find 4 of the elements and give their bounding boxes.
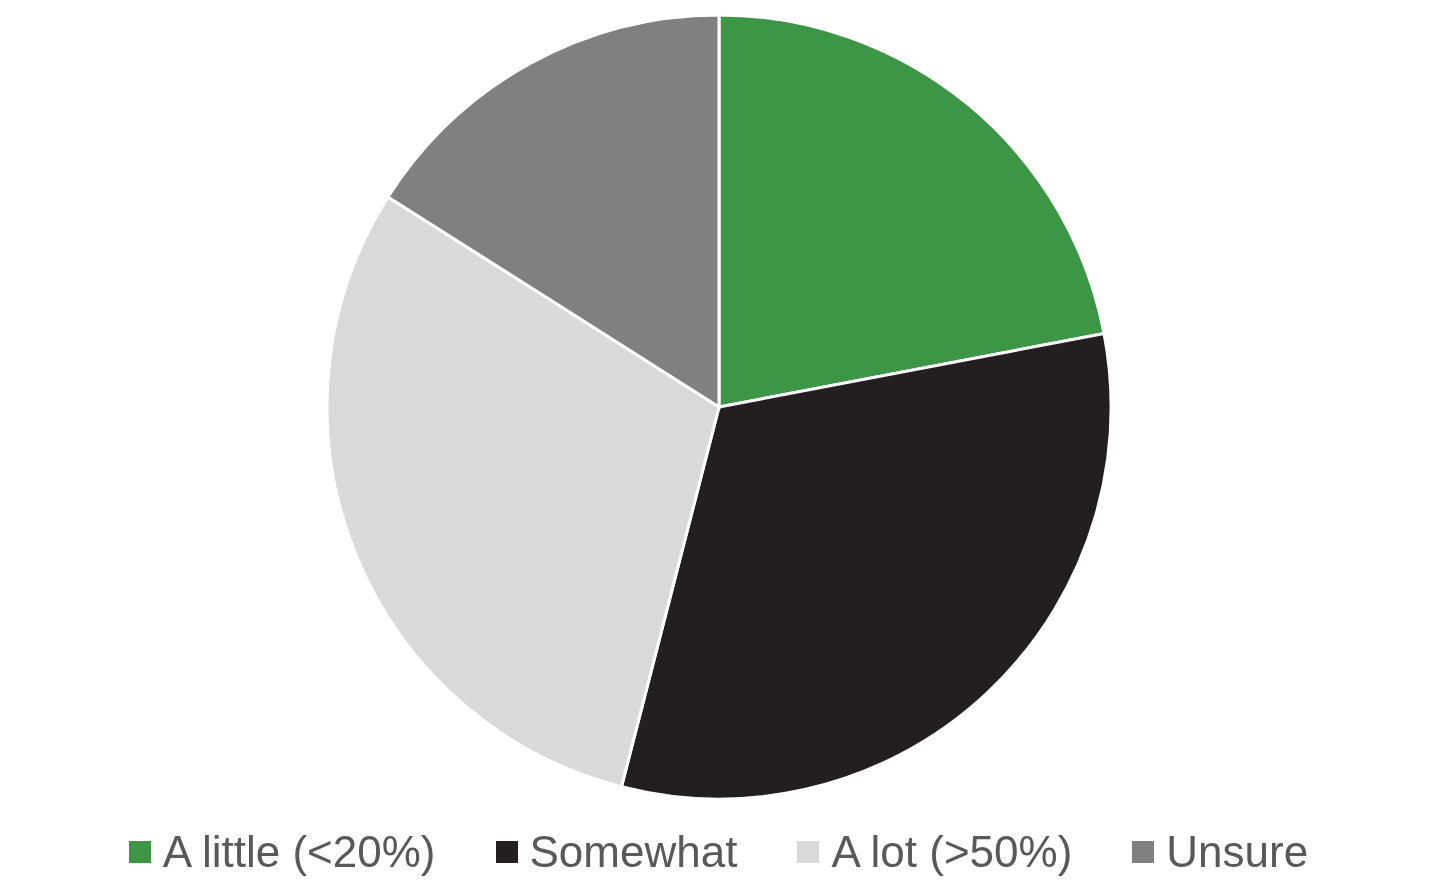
legend-label: Unsure <box>1166 827 1309 877</box>
legend-label: Somewhat <box>529 827 738 877</box>
legend-label: A lot (>50%) <box>831 827 1073 877</box>
legend-label: A little (<20%) <box>162 827 436 877</box>
